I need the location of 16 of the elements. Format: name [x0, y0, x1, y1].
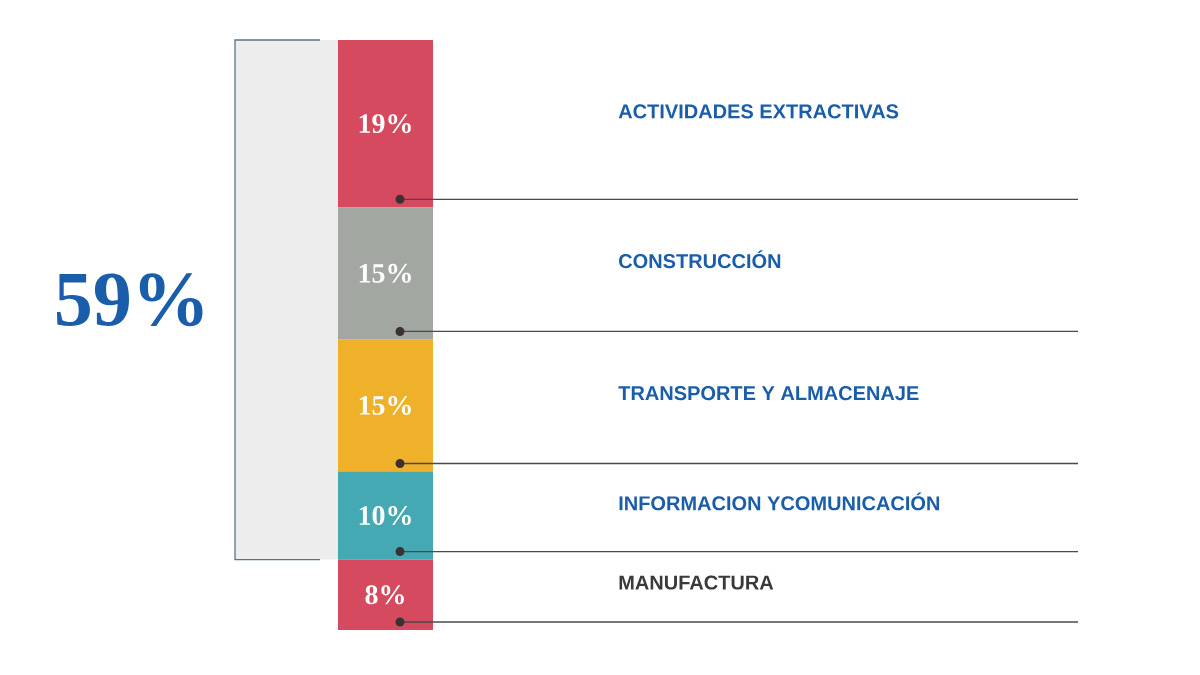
data-label: 19%: [359, 114, 411, 134]
band-label: 59%: [56, 273, 203, 327]
data-label: 15%: [359, 395, 411, 415]
text: TRANSPORTE Y ALMACENAJE: [618, 386, 919, 401]
bar: [338, 39, 434, 208]
bar: [338, 559, 434, 630]
bar: [338, 339, 434, 472]
data-label: 15%: [359, 263, 411, 283]
text: CONSTRUCCIÓN: [619, 250, 781, 269]
data-label: 8%: [365, 585, 404, 605]
text: INFORMACION YCOMUNICACIÓN: [619, 492, 940, 511]
data-label: 10%: [359, 506, 411, 526]
bar: [338, 207, 434, 340]
text: MANUFACTURA: [619, 575, 774, 590]
text: ACTIVIDADES EXTRACTIVAS: [618, 104, 899, 119]
bar: [338, 471, 434, 560]
